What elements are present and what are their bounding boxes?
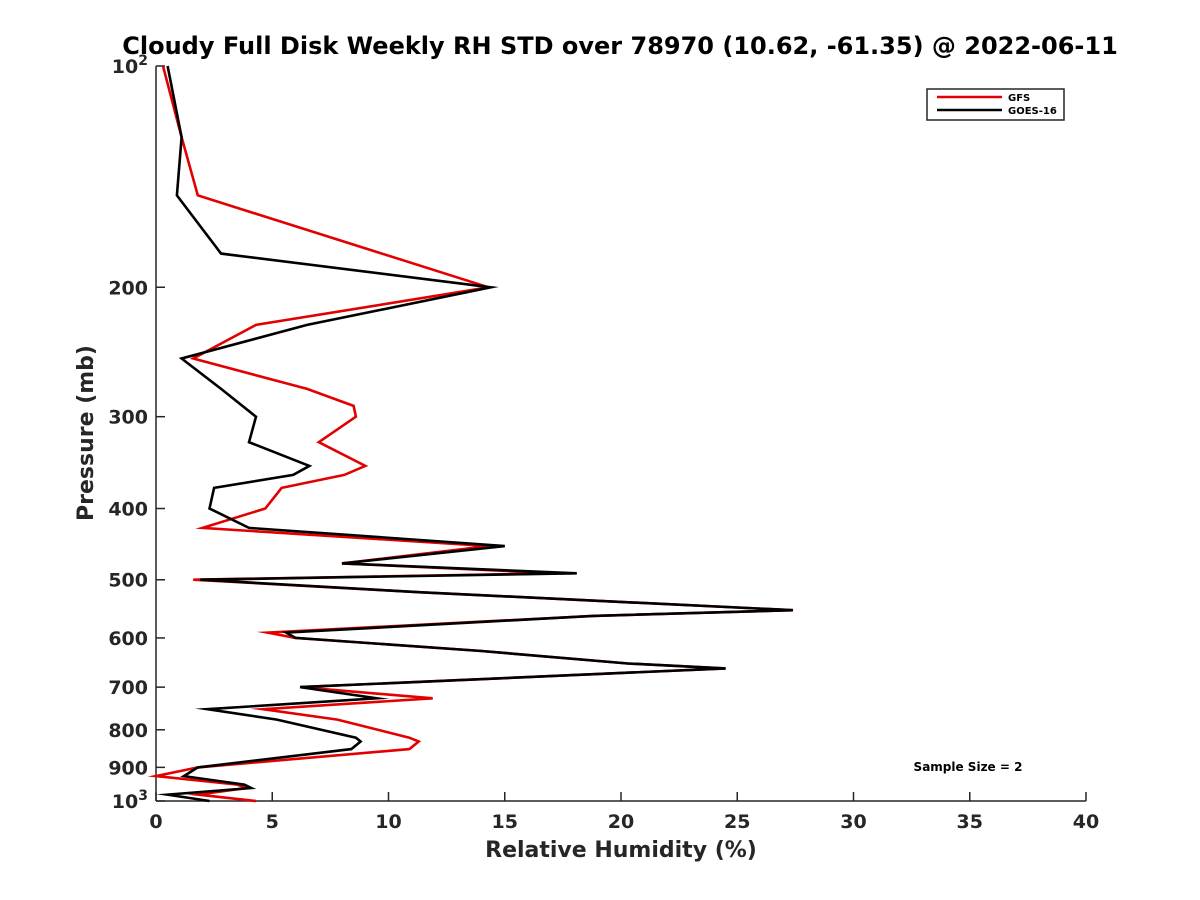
axes: [155, 65, 1087, 802]
legend-label-goes16: GOES-16: [1008, 106, 1057, 117]
y-tick-label: 500: [108, 570, 148, 592]
x-tick-label: 40: [1073, 811, 1099, 833]
x-tick-label: 5: [266, 811, 279, 833]
chart-title: Cloudy Full Disk Weekly RH STD over 7897…: [122, 32, 1118, 60]
y-tick-label: 103: [112, 788, 148, 813]
plot-area: [147, 65, 794, 803]
legend: GFS GOES-16: [926, 88, 1065, 121]
y-tick-label: 300: [108, 407, 148, 429]
x-tick-label: 0: [149, 811, 162, 833]
y-tick-label: 200: [108, 277, 148, 299]
y-tick-label: 102: [112, 53, 148, 78]
x-tick-label: 30: [840, 811, 866, 833]
y-tick-label: 900: [108, 757, 148, 779]
y-tick-label: 600: [108, 628, 148, 650]
y-tick-label: 400: [108, 499, 148, 521]
x-tick-label: 15: [492, 811, 518, 833]
x-tick-label: 10: [375, 811, 401, 833]
y-axis-label: Pressure (mb): [74, 345, 99, 521]
legend-box: [926, 88, 1065, 121]
sample-size-annotation: Sample Size = 2: [914, 760, 1023, 774]
y-tick-label: 700: [108, 677, 148, 699]
x-tick-label: 35: [957, 811, 983, 833]
y-tick-label: 800: [108, 720, 148, 742]
x-axis-label: Relative Humidity (%): [485, 838, 757, 863]
tick-labels: 0 5 10 15 20 25 30 35 40 102 200 300 400 500 600 700 800…: [108, 53, 1099, 833]
series-line-goes16: [156, 65, 794, 803]
x-tick-label: 25: [724, 811, 750, 833]
x-tick-label: 20: [608, 811, 634, 833]
legend-label-gfs: GFS: [1008, 93, 1030, 104]
